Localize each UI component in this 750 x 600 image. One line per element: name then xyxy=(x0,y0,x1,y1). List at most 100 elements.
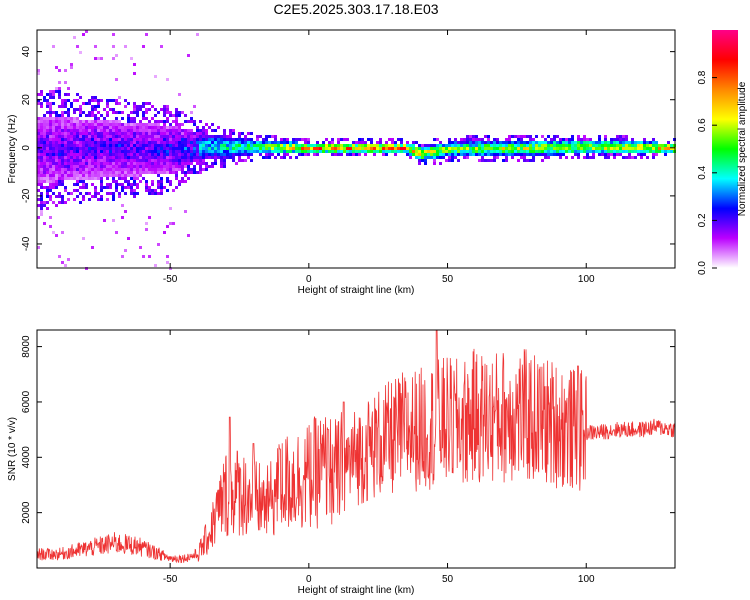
heatmap-cell xyxy=(40,132,43,135)
heatmap-cell xyxy=(106,171,109,174)
heatmap-cell xyxy=(625,138,628,141)
heatmap-cell xyxy=(652,150,655,153)
heatmap-cell xyxy=(571,141,574,144)
heatmap-cell xyxy=(457,150,460,153)
heatmap-cell xyxy=(559,153,562,156)
heatmap-cell xyxy=(157,243,160,246)
heatmap-cell xyxy=(52,90,55,93)
heatmap-cell xyxy=(142,123,145,126)
heatmap-cell xyxy=(556,153,559,156)
heatmap-cell xyxy=(574,153,577,156)
heatmap-cell xyxy=(466,138,469,141)
heatmap-cell xyxy=(94,99,97,102)
heatmap-cell xyxy=(217,144,220,147)
heatmap-cell xyxy=(547,135,550,138)
heatmap-cell xyxy=(460,147,463,150)
heatmap-cell xyxy=(634,156,637,159)
heatmap-cell xyxy=(157,120,160,123)
heatmap-cell xyxy=(70,171,73,174)
heatmap-cell xyxy=(274,138,277,141)
heatmap-cell xyxy=(55,135,58,138)
heatmap-cell xyxy=(115,174,118,177)
heatmap-cell xyxy=(106,150,109,153)
heatmap-cell xyxy=(76,180,79,183)
heatmap-cell xyxy=(172,129,175,132)
heatmap-cell xyxy=(508,135,511,138)
heatmap-cell xyxy=(52,168,55,171)
heatmap-cell xyxy=(46,195,49,198)
heatmap-cell xyxy=(607,150,610,153)
heatmap-cell xyxy=(607,156,610,159)
heatmap-cell xyxy=(55,90,58,93)
heatmap-cell xyxy=(136,138,139,141)
heatmap-cell xyxy=(112,132,115,135)
heatmap-cell xyxy=(505,159,508,162)
heatmap-cell xyxy=(340,150,343,153)
heatmap-cell xyxy=(490,144,493,147)
heatmap-cell xyxy=(196,147,199,150)
heatmap-cell xyxy=(223,150,226,153)
heatmap-cell xyxy=(514,141,517,144)
heatmap-cell xyxy=(166,177,169,180)
heatmap-cell xyxy=(46,159,49,162)
heatmap-cell xyxy=(70,165,73,168)
heatmap-cell xyxy=(76,108,79,111)
heatmap-cell xyxy=(61,144,64,147)
heatmap-cell xyxy=(94,129,97,132)
heatmap-cell xyxy=(154,120,157,123)
heatmap-cell xyxy=(376,147,379,150)
heatmap-cell xyxy=(55,204,58,207)
heatmap-cell xyxy=(40,150,43,153)
heatmap-cell xyxy=(364,147,367,150)
heatmap-cell xyxy=(322,141,325,144)
heatmap-cell xyxy=(97,147,100,150)
heatmap-cell xyxy=(529,144,532,147)
heatmap-cell xyxy=(43,177,46,180)
heatmap-cell xyxy=(619,141,622,144)
heatmap-cell xyxy=(106,129,109,132)
spectrogram-ytick-label: -40 xyxy=(21,236,32,251)
heatmap-cell xyxy=(52,156,55,159)
heatmap-cell xyxy=(529,159,532,162)
heatmap-cell xyxy=(94,108,97,111)
heatmap-cell xyxy=(79,126,82,129)
heatmap-cell xyxy=(79,123,82,126)
heatmap-cell xyxy=(160,168,163,171)
heatmap-cell xyxy=(316,147,319,150)
heatmap-cell xyxy=(403,147,406,150)
heatmap-cell xyxy=(73,189,76,192)
heatmap-cell xyxy=(85,138,88,141)
heatmap-cell xyxy=(469,153,472,156)
heatmap-cell xyxy=(391,147,394,150)
heatmap-cell xyxy=(484,141,487,144)
heatmap-cell xyxy=(235,144,238,147)
heatmap-cell xyxy=(58,165,61,168)
heatmap-cell xyxy=(640,141,643,144)
heatmap-cell xyxy=(64,174,67,177)
heatmap-cell xyxy=(115,123,118,126)
heatmap-cell xyxy=(76,117,79,120)
heatmap-cell xyxy=(169,132,172,135)
heatmap-cell xyxy=(61,165,64,168)
heatmap-cell xyxy=(196,153,199,156)
heatmap-cell xyxy=(484,144,487,147)
heatmap-cell xyxy=(526,141,529,144)
heatmap-cell xyxy=(97,192,100,195)
heatmap-cell xyxy=(40,198,43,201)
heatmap-cell xyxy=(652,138,655,141)
heatmap-cell xyxy=(247,147,250,150)
heatmap-cell xyxy=(112,123,115,126)
heatmap-cell xyxy=(88,111,91,114)
heatmap-cell xyxy=(70,102,73,105)
heatmap-cell xyxy=(58,153,61,156)
heatmap-cell xyxy=(376,150,379,153)
heatmap-cell xyxy=(598,144,601,147)
heatmap-cell xyxy=(523,144,526,147)
heatmap-cell xyxy=(40,144,43,147)
heatmap-cell xyxy=(115,120,118,123)
heatmap-cell xyxy=(82,102,85,105)
heatmap-cell xyxy=(91,150,94,153)
heatmap-cell xyxy=(604,138,607,141)
heatmap-cell xyxy=(67,129,70,132)
